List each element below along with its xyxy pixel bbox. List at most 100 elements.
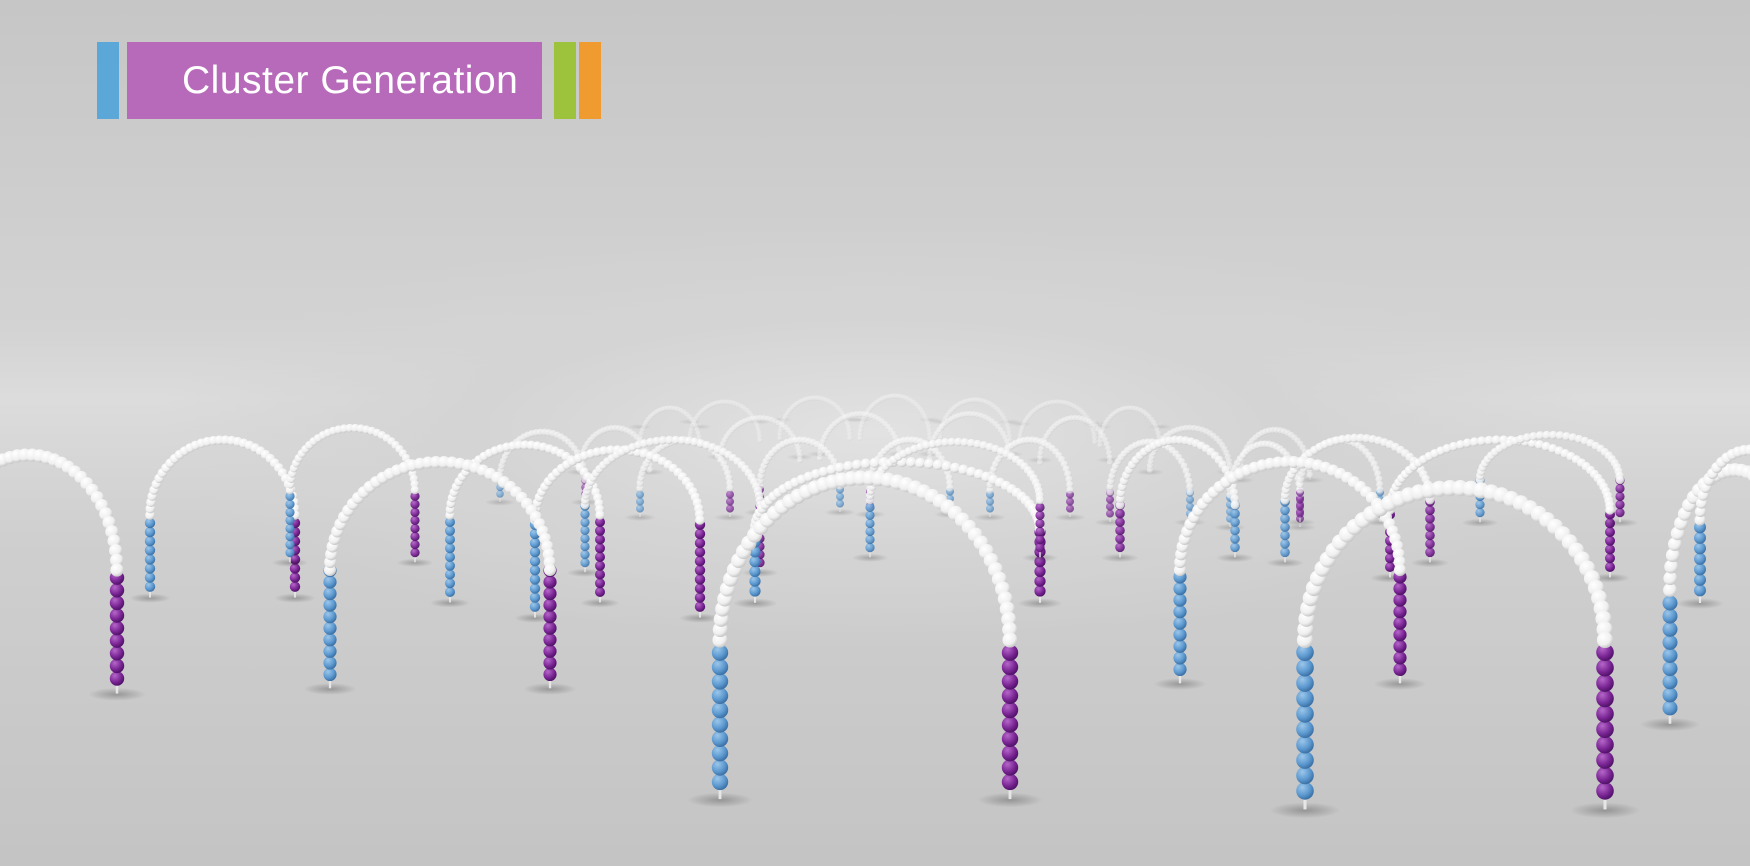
bead — [711, 644, 729, 661]
bead — [1035, 502, 1045, 512]
bead — [1694, 584, 1706, 597]
bead — [1115, 508, 1125, 519]
bead — [543, 667, 557, 682]
bead — [144, 517, 156, 529]
bead — [1230, 542, 1240, 553]
arch-shadow — [977, 792, 1043, 808]
bead — [1001, 644, 1019, 661]
arch-shadow — [1569, 802, 1641, 819]
arch-shadow — [679, 613, 721, 623]
bead — [109, 620, 125, 636]
bead — [1002, 632, 1018, 648]
bead — [932, 459, 944, 470]
bead — [694, 537, 706, 549]
bead — [1173, 605, 1187, 619]
bead — [1097, 438, 1103, 444]
bead — [726, 497, 734, 506]
bead — [1484, 435, 1494, 445]
bead — [595, 510, 605, 520]
bead — [711, 759, 729, 776]
bead — [445, 578, 455, 589]
bead — [109, 646, 125, 661]
bead — [543, 598, 557, 612]
bead — [323, 656, 337, 670]
bead — [1296, 720, 1314, 739]
bead — [109, 608, 125, 623]
bead — [694, 528, 706, 540]
bead — [1296, 486, 1304, 494]
arch-shadow — [851, 553, 889, 562]
bead — [410, 515, 420, 526]
arch-shadow — [274, 593, 316, 603]
bead — [109, 543, 123, 558]
bead — [1477, 436, 1487, 446]
bead — [1296, 751, 1314, 769]
bead — [711, 673, 729, 690]
arch-shadow — [1269, 802, 1341, 819]
bead — [1596, 751, 1614, 769]
page-title: Cluster Generation — [182, 58, 519, 102]
bead — [941, 438, 950, 447]
bead — [323, 633, 337, 647]
bead — [1001, 658, 1019, 676]
bead — [595, 543, 605, 554]
bead — [285, 531, 295, 542]
bead — [1385, 553, 1395, 564]
bead — [1034, 565, 1046, 578]
bead — [934, 438, 944, 448]
bead — [1230, 525, 1240, 536]
bead — [1662, 700, 1678, 716]
bead — [694, 601, 706, 612]
bead — [595, 534, 605, 545]
bead — [1596, 705, 1614, 723]
bead — [496, 490, 504, 498]
bead — [826, 464, 837, 475]
bead — [109, 595, 125, 611]
bead — [1230, 508, 1240, 519]
bead — [847, 435, 853, 441]
bead — [285, 548, 295, 558]
bead — [646, 466, 654, 474]
bead — [1694, 506, 1706, 518]
bead — [1001, 730, 1019, 747]
bead — [1664, 559, 1679, 574]
bead — [1035, 543, 1045, 553]
bead — [1035, 495, 1045, 505]
bead — [749, 556, 761, 568]
arch-shadow — [1017, 598, 1063, 609]
bead — [1605, 505, 1615, 515]
bead — [1186, 495, 1194, 504]
bead — [1001, 687, 1019, 704]
bead — [109, 633, 125, 648]
bead — [1349, 433, 1359, 443]
bead — [1036, 458, 1044, 466]
bead — [289, 572, 301, 583]
bead — [529, 556, 541, 567]
bead — [652, 436, 661, 446]
bead — [323, 667, 337, 682]
bead — [1035, 510, 1045, 520]
bead — [1662, 608, 1678, 624]
bead — [1596, 631, 1614, 649]
bead — [954, 437, 963, 447]
bead — [1605, 527, 1615, 537]
bead — [1425, 530, 1435, 541]
bead — [865, 543, 875, 553]
bead — [1747, 469, 1750, 481]
bead — [1694, 563, 1706, 576]
arch-shadow — [1640, 717, 1700, 732]
arch-shadow — [271, 558, 309, 567]
bead — [1694, 514, 1706, 526]
bead — [1662, 621, 1678, 637]
arch-shadow — [523, 683, 577, 695]
bead — [580, 558, 590, 568]
arch-shadow — [1590, 573, 1630, 583]
bead — [1528, 438, 1538, 448]
bead — [595, 587, 605, 597]
bead — [1115, 525, 1125, 536]
bead — [1296, 735, 1314, 754]
bead — [1173, 582, 1187, 596]
arch-shadow — [732, 598, 778, 609]
bead — [1596, 674, 1614, 692]
